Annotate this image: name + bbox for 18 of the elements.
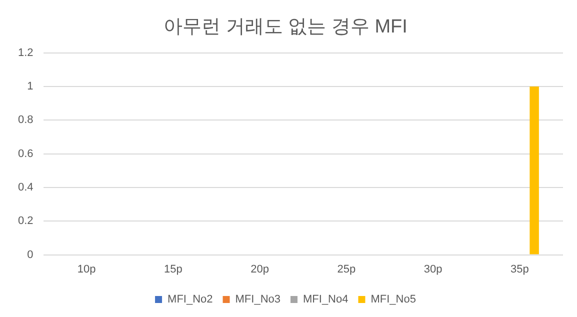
y-tick-label: 1	[27, 80, 34, 92]
y-tick-label: 0	[27, 248, 34, 261]
legend-label: MFI_No4	[303, 294, 348, 306]
x-tick-label: 20p	[250, 263, 270, 276]
legend-label: MFI_No5	[370, 294, 416, 306]
y-tick-label: 0.6	[18, 148, 34, 160]
y-tick-label: 0.4	[18, 182, 34, 194]
legend-label: MFI_No3	[235, 294, 281, 306]
x-tick-label: 10p	[77, 263, 96, 276]
y-tick-label: 0.8	[18, 114, 34, 126]
x-tick-label: 25p	[337, 263, 356, 276]
chart-title: 아무런 거래도 없는 경우 MFI	[164, 16, 408, 38]
x-tick-label: 15p	[164, 263, 182, 276]
y-tick-label: 0.2	[18, 215, 34, 228]
y-tick-label: 1.2	[18, 46, 34, 59]
legend-label: MFI_No2	[168, 294, 213, 306]
x-tick-label: 30p	[424, 263, 442, 276]
x-tick-label: 35p	[510, 263, 529, 276]
